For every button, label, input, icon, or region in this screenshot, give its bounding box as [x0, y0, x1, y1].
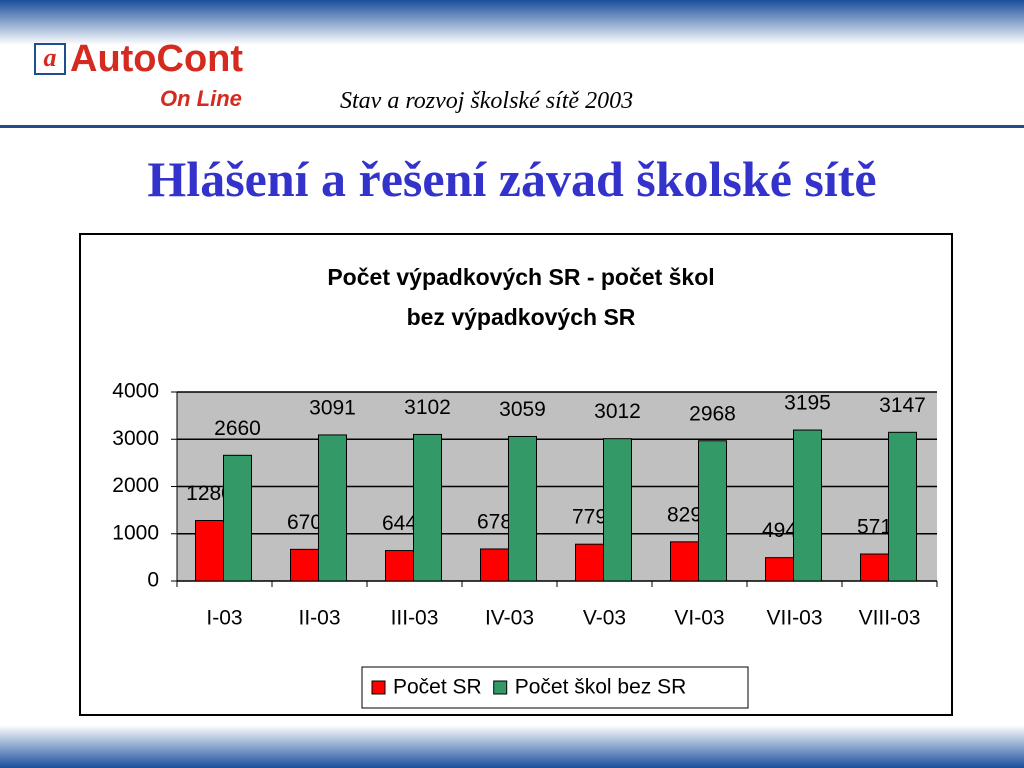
value-label: 779 [572, 506, 607, 529]
legend-label: Počet SR [393, 676, 482, 699]
x-tick-label: III-03 [391, 607, 439, 630]
value-label: 670 [287, 511, 322, 534]
top-band [0, 0, 1024, 45]
bar [888, 431, 917, 582]
value-label: 494 [762, 519, 797, 542]
x-tick-label: I-03 [206, 607, 242, 630]
chart: 0 1000 2000 3000 4000 I-03 1280 2660 II-03 670 309… [112, 380, 938, 709]
x-tick-label: IV-03 [485, 607, 534, 630]
bar [480, 548, 509, 582]
bar [318, 434, 347, 582]
value-label: 3102 [404, 396, 451, 419]
bar [413, 433, 442, 582]
slide-title: Hlášení a řešení závad školské sítě [147, 151, 877, 207]
x-tick-label: VIII-03 [859, 607, 921, 630]
x-tick-label: II-03 [298, 607, 340, 630]
x-tick-label: V-03 [583, 607, 626, 630]
chart-box: Počet výpadkových SR - počet škol bez vý… [79, 233, 953, 716]
bar [508, 435, 537, 582]
legend-box [361, 666, 749, 709]
y-tick-label: 3000 [112, 427, 159, 450]
bar [223, 454, 252, 582]
logo-icon: a [34, 43, 66, 75]
chart-title: Počet výpadkových SR - počet škol bez vý… [327, 264, 715, 330]
x-tick-label: VII-03 [766, 607, 822, 630]
bar [670, 541, 699, 582]
value-label: 678 [477, 511, 512, 534]
bar [195, 520, 224, 582]
legend-swatch [493, 680, 508, 695]
header-rule [0, 125, 1024, 128]
value-label: 3147 [879, 394, 926, 417]
value-label: 1280 [186, 482, 233, 505]
value-label: 3091 [309, 396, 356, 419]
bar [385, 550, 414, 582]
bar [575, 543, 604, 582]
y-tick-label: 2000 [112, 474, 159, 497]
value-label: 3059 [499, 398, 546, 421]
bar [603, 438, 632, 582]
y-tick-label: 4000 [112, 380, 159, 403]
bar [290, 548, 319, 582]
logo: AutoCont [70, 38, 244, 80]
bottom-band [0, 725, 1024, 768]
value-label: 3195 [784, 392, 831, 415]
legend-label: Počet škol bez SR [515, 676, 687, 699]
value-label: 2968 [689, 402, 736, 425]
value-label: 2660 [214, 417, 261, 440]
x-tick-label: VI-03 [674, 607, 724, 630]
logo-sub: On Line [160, 86, 242, 111]
value-label: 644 [382, 512, 417, 535]
y-tick-label: 1000 [112, 521, 159, 544]
bar [698, 440, 727, 582]
value-label: 3012 [594, 400, 641, 423]
bar [765, 557, 794, 582]
bar [860, 553, 889, 582]
y-tick-label: 0 [147, 569, 159, 592]
legend-swatch [371, 680, 386, 695]
value-label: 829 [667, 503, 702, 526]
bar [793, 429, 822, 582]
subtitle: Stav a rozvoj školské sítě 2003 [340, 88, 634, 114]
value-label: 571 [857, 516, 892, 539]
